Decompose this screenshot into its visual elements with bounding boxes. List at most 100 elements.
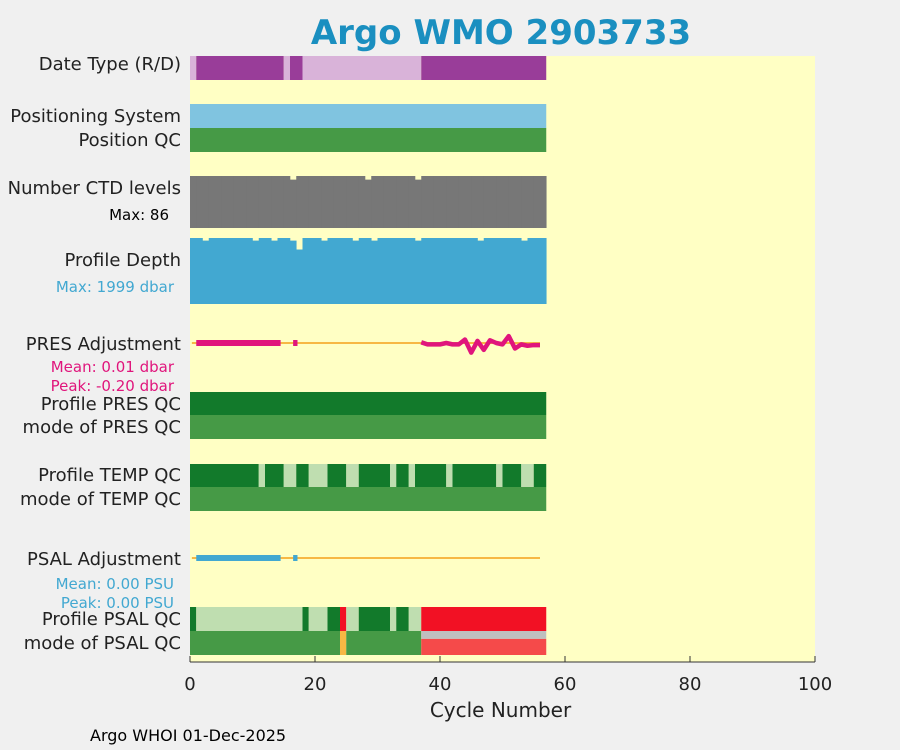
level-bar xyxy=(465,176,472,228)
level-bar xyxy=(421,176,428,228)
level-bar xyxy=(515,238,522,304)
qc-segment xyxy=(327,464,347,487)
level-bar xyxy=(458,176,466,228)
level-bar xyxy=(346,238,353,304)
qc-segment xyxy=(346,607,359,631)
row-sublabel: Max: 1999 dbar xyxy=(56,278,175,296)
qc-segment xyxy=(258,464,265,487)
level-bar xyxy=(396,238,403,304)
qc-segment xyxy=(296,464,309,487)
level-bar xyxy=(277,176,285,228)
row-label: Profile PSAL QC xyxy=(42,609,181,630)
level-bar xyxy=(508,238,516,304)
level-bar xyxy=(240,176,247,228)
level-bar xyxy=(440,238,447,304)
row-label: Position QC xyxy=(78,130,181,151)
x-axis: 0 20 40 60 80 100 Cycle Number xyxy=(184,656,832,722)
level-bar xyxy=(246,238,253,304)
level-bar xyxy=(277,238,285,304)
level-bar xyxy=(321,176,328,228)
level-bar xyxy=(352,240,360,304)
level-bar xyxy=(358,238,366,304)
level-bar xyxy=(533,238,541,304)
level-bar xyxy=(390,176,397,228)
qc-segment xyxy=(421,631,547,639)
level-bar xyxy=(502,238,510,304)
row-label: Profile TEMP QC xyxy=(38,465,181,486)
level-bar xyxy=(333,176,341,228)
level-bar xyxy=(296,249,303,304)
level-bar xyxy=(265,238,272,304)
chart-marks xyxy=(190,56,547,655)
qc-segment xyxy=(190,104,547,128)
level-bar xyxy=(408,176,416,228)
level-bar xyxy=(527,238,535,304)
level-bar xyxy=(246,176,253,228)
level-bar xyxy=(346,176,353,228)
level-bar xyxy=(308,176,316,228)
level-bar xyxy=(477,240,485,304)
level-bar xyxy=(296,176,303,228)
qc-segment xyxy=(346,464,359,487)
level-bar xyxy=(408,238,416,304)
level-bar xyxy=(202,240,210,304)
x-tick-label: 40 xyxy=(429,674,452,695)
qc-segment xyxy=(346,631,422,655)
level-bar xyxy=(496,176,503,228)
qc-segment xyxy=(446,464,453,487)
row-label: PRES Adjustment xyxy=(26,334,181,355)
qc-segment xyxy=(421,607,547,631)
level-bar xyxy=(315,238,322,304)
level-bar xyxy=(427,176,435,228)
qc-segment xyxy=(521,464,534,487)
adjust-line xyxy=(420,333,540,355)
level-bar xyxy=(377,238,385,304)
row-label: Profile Depth xyxy=(64,250,181,271)
level-bar xyxy=(327,238,335,304)
row-labels: Date Type (R/D) Positioning System Positio… xyxy=(8,54,181,654)
level-bar xyxy=(208,176,216,228)
level-bar xyxy=(215,176,222,228)
qc-segment xyxy=(190,607,197,631)
level-bar xyxy=(508,176,516,228)
level-bar xyxy=(283,238,291,304)
level-bar xyxy=(452,176,460,228)
level-bar xyxy=(252,176,260,228)
level-bar xyxy=(258,176,266,228)
level-bar xyxy=(315,176,322,228)
row-sublabel: Mean: 0.01 dbar xyxy=(51,358,175,376)
level-bar xyxy=(490,176,497,228)
level-bar xyxy=(333,238,341,304)
qc-segment xyxy=(496,464,503,487)
level-bar xyxy=(415,240,422,304)
qc-segment xyxy=(190,631,340,655)
qc-segment xyxy=(190,487,547,511)
level-bar xyxy=(377,176,385,228)
level-bar xyxy=(471,238,478,304)
level-bar xyxy=(527,176,535,228)
row-sublabel: Max: 86 xyxy=(109,206,169,224)
x-tick-label: 20 xyxy=(304,674,327,695)
level-bar xyxy=(290,179,297,228)
qc-segment xyxy=(290,56,303,80)
qc-segment xyxy=(327,607,340,631)
level-bar xyxy=(477,176,485,228)
level-bar xyxy=(402,238,410,304)
level-bar xyxy=(308,238,316,304)
level-bar xyxy=(440,176,447,228)
level-bar xyxy=(196,238,203,304)
level-bar xyxy=(302,176,310,228)
row-sublabel: Peak: 0.00 PSU xyxy=(61,594,174,612)
row-label: Date Type (R/D) xyxy=(39,54,181,75)
qc-segment xyxy=(283,56,290,80)
level-bar xyxy=(402,176,410,228)
qc-segment xyxy=(283,464,297,487)
qc-segment xyxy=(196,56,284,80)
qc-segment xyxy=(390,464,397,487)
level-bar xyxy=(321,240,328,304)
level-bar xyxy=(521,176,528,228)
level-bar xyxy=(340,238,347,304)
qc-segment xyxy=(302,607,309,631)
qc-segment xyxy=(308,464,328,487)
level-bar xyxy=(383,176,391,228)
